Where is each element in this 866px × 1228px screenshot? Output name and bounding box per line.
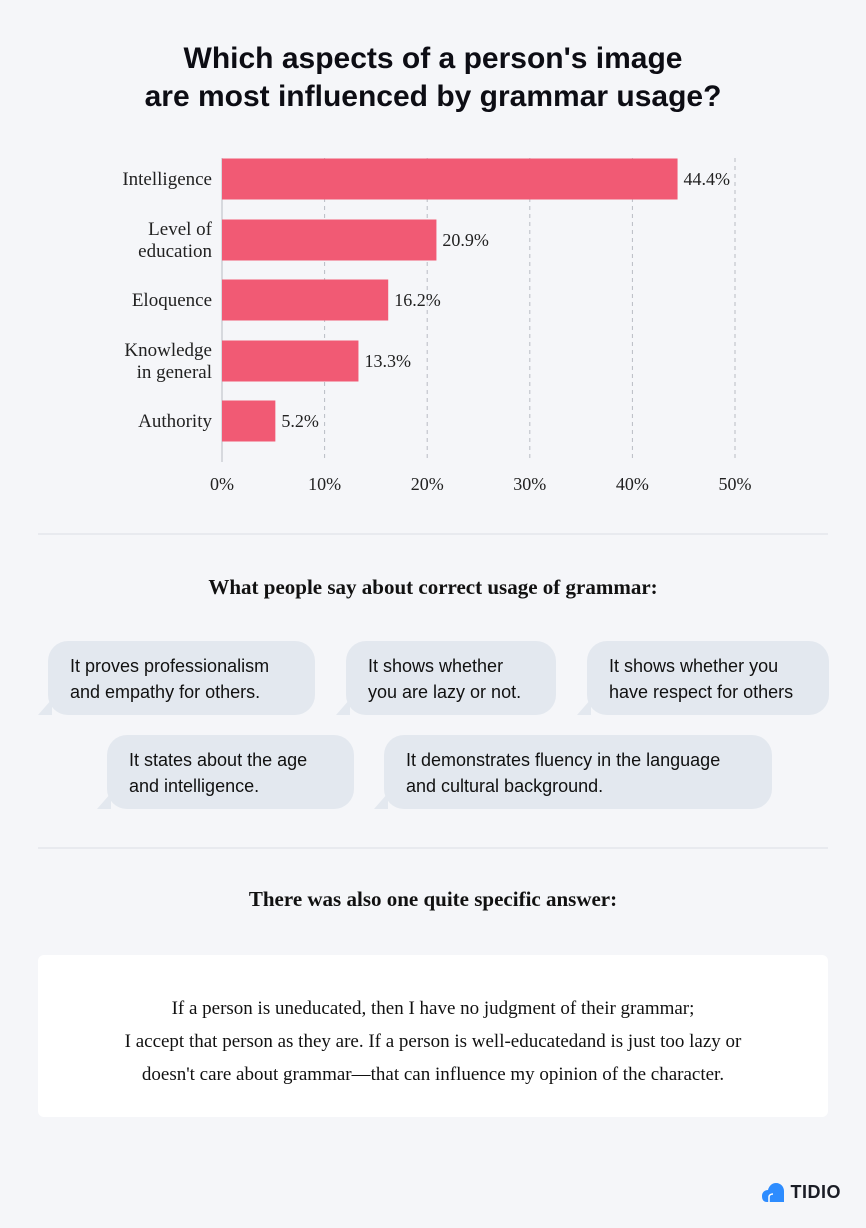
- bar: [222, 158, 678, 200]
- data-label: 5.2%: [281, 411, 319, 431]
- bubble-tail: [97, 793, 111, 809]
- speech-bubble: It shows whether you have respect for ot…: [577, 641, 829, 715]
- section-heading-specific-answer: There was also one quite specific answer…: [248, 887, 618, 911]
- divider-1: [38, 533, 828, 535]
- bubble-text-line: and cultural background.: [406, 776, 604, 796]
- title-line-2: are most influenced by grammar usage?: [144, 80, 722, 113]
- bubble-tail: [38, 699, 52, 715]
- speech-bubble: It states about the age and intelligence…: [97, 735, 354, 809]
- bubble-text-line: you are lazy or not.: [368, 682, 522, 702]
- x-tick-label: 40%: [616, 474, 649, 494]
- data-label: 16.2%: [394, 290, 441, 310]
- bubble-text-line: It shows whether: [368, 656, 504, 676]
- bubble-text-line: It proves professionalism: [70, 656, 270, 676]
- bar: [222, 340, 359, 382]
- category-label: Eloquence: [132, 290, 212, 311]
- category-label: Level of education: [138, 219, 213, 262]
- bar-chart: 0% 10% 20% 30% 40% 50% 44.4% Intelligence 20.9% L…: [122, 158, 752, 494]
- x-tick-label: 0%: [210, 474, 234, 494]
- logo-text: TIDIO: [790, 1181, 841, 1202]
- bar: [222, 219, 437, 261]
- bubble-text-line: It shows whether you: [609, 656, 779, 676]
- quote-box: If a person is uneducated, then I have n…: [38, 955, 828, 1117]
- x-tick-label: 30%: [513, 474, 546, 494]
- data-label: 13.3%: [364, 351, 411, 371]
- bubble-text-line: and intelligence.: [129, 776, 260, 796]
- category-label: Knowledge in general: [124, 340, 212, 383]
- category-label-line: Intelligence: [122, 169, 212, 190]
- category-label-line: in general: [137, 362, 212, 383]
- quote-line: I accept that person as they are. If a p…: [124, 1031, 742, 1052]
- speech-bubble: It shows whether you are lazy or not.: [336, 641, 556, 715]
- x-tick-label: 20%: [411, 474, 444, 494]
- data-label: 44.4%: [684, 169, 731, 189]
- category-label-line: Knowledge: [124, 340, 212, 361]
- data-label: 20.9%: [442, 230, 489, 250]
- title-line-1: Which aspects of a person's image: [183, 42, 683, 75]
- tidio-logo: TIDIO: [761, 1180, 842, 1204]
- quote-line: If a person is uneducated, then I have n…: [171, 998, 695, 1019]
- bubble-tail: [336, 699, 350, 715]
- bar: [222, 400, 276, 442]
- x-tick-label: 50%: [719, 474, 752, 494]
- bubble-tail: [374, 793, 388, 809]
- x-tick-label: 10%: [308, 474, 341, 494]
- category-label-line: education: [138, 241, 212, 262]
- bubble-text-line: have respect for others: [609, 682, 794, 702]
- bubble-text-line: It states about the age: [129, 750, 308, 770]
- category-label-line: Authority: [138, 411, 212, 432]
- tidio-logo-icon: [761, 1183, 784, 1202]
- speech-bubble: It demonstrates fluency in the language …: [374, 735, 772, 809]
- category-label: Authority: [138, 411, 212, 432]
- section-heading-opinions: What people say about correct usage of g…: [208, 575, 658, 599]
- divider-2: [38, 847, 828, 849]
- speech-bubble: It proves professionalism and empathy fo…: [38, 641, 315, 715]
- category-label: Intelligence: [122, 169, 212, 190]
- bubble-text-line: It demonstrates fluency in the language: [406, 750, 721, 770]
- category-label-line: Level of: [148, 219, 213, 240]
- bubble-text-line: and empathy for others.: [70, 682, 261, 702]
- chart-title: Which aspects of a person's image are mo…: [0, 40, 866, 116]
- bubble-tail: [577, 699, 591, 715]
- category-label-line: Eloquence: [132, 290, 212, 311]
- bar: [222, 279, 389, 321]
- quote-line: doesn't care about grammar—that can infl…: [141, 1064, 725, 1085]
